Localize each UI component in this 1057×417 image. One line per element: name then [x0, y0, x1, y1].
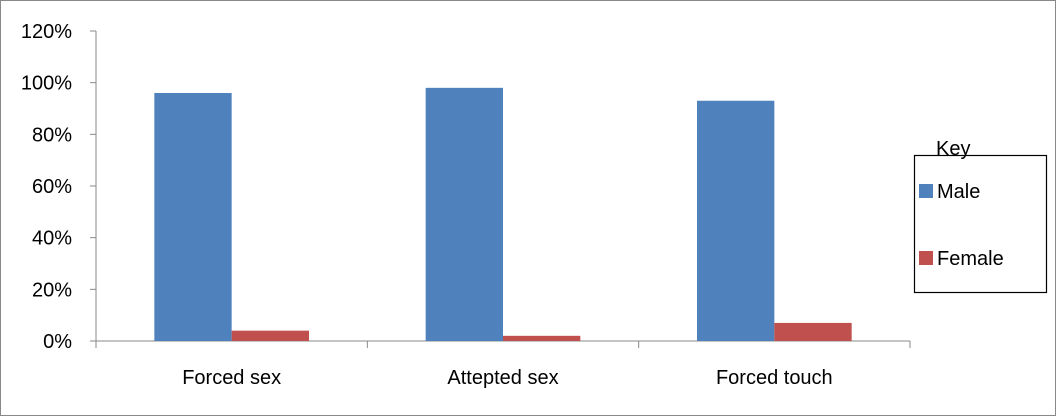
- bar-male-2: [425, 87, 503, 341]
- legend-title: Key: [936, 138, 970, 160]
- bars: [154, 87, 852, 341]
- legend-label-female: Female: [937, 248, 1004, 270]
- y-tick-label: 40%: [32, 228, 72, 250]
- legend-swatch-male: [919, 184, 933, 198]
- y-tick-label: 100%: [21, 73, 72, 95]
- legend: Key Male Female: [913, 138, 1048, 294]
- y-tick-label: 120%: [21, 21, 72, 43]
- y-tick-label: 80%: [32, 124, 72, 146]
- legend-swatch-female: [919, 251, 933, 265]
- y-tick-label: 0%: [43, 331, 72, 353]
- bar-female-3: [774, 322, 852, 341]
- bar-female-2: [503, 335, 581, 341]
- x-tick-label: Forced sex: [182, 367, 281, 389]
- bar-male-3: [697, 100, 775, 341]
- x-tick-label: Attepted sex: [447, 367, 558, 389]
- legend-box: [913, 154, 1048, 294]
- legend-label-male: Male: [937, 181, 980, 203]
- bar-male-1: [154, 93, 232, 341]
- y-tick-label: 20%: [32, 279, 72, 301]
- y-axis: 0% 20% 40% 60% 80% 100% 120%: [21, 21, 97, 353]
- y-tick-label: 60%: [32, 176, 72, 198]
- x-tick-label: Forced touch: [716, 367, 833, 389]
- bar-female-1: [231, 330, 309, 341]
